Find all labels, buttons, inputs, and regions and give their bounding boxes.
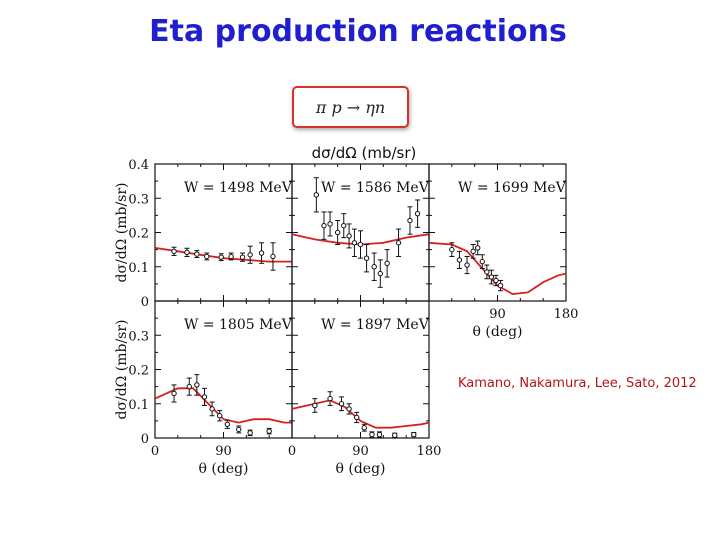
data-point [171,248,177,255]
data-point [201,394,208,400]
y-tick-label: 0 [141,295,149,310]
data-point [239,254,246,260]
panel-label-2: W = 1586 MeV [321,180,430,196]
data-point [475,245,481,251]
data-point [353,414,360,421]
panel-label-5: W = 1897 MeV [321,317,430,333]
data-point [321,222,327,229]
y-tick-label: 0.3 [128,192,149,207]
data-point [357,241,364,248]
panel-label-4: W = 1805 MeV [184,317,293,333]
data-point [384,260,390,267]
data-point [376,431,383,438]
data-point [209,406,215,412]
data-point [194,382,200,388]
panel-label-1: W = 1498 MeV [184,180,293,196]
x-tick-label: 180 [417,444,442,459]
data-point [395,240,402,246]
y-axis-title: dσ/dΩ (mb/sr) [114,319,130,419]
data-point [216,413,223,419]
data-point [334,229,341,236]
citation: Kamano, Nakamura, Lee, Sato, 2012 [458,376,697,391]
panel-label-3: W = 1699 MeV [458,180,567,196]
x-axis-title: θ (deg) [335,461,385,477]
data-point [327,221,333,227]
x-tick-label: 180 [554,307,579,322]
data-point [247,430,253,436]
data-point [258,250,265,256]
x-axis-title: θ (deg) [472,324,522,340]
data-point [407,217,413,224]
data-point [266,428,272,434]
model-curve-5 [291,399,430,429]
data-point [312,402,318,409]
data-point [228,253,234,260]
y-tick-label: 0.4 [128,158,149,173]
data-point [497,282,504,289]
data-point [194,251,200,257]
data-point [392,432,398,438]
data-point [361,425,368,431]
x-tick-label: 90 [489,307,506,322]
data-point [224,421,231,427]
data-point [313,192,320,198]
data-point [377,270,383,277]
y-tick-label: 0.2 [128,227,149,242]
data-point [351,240,358,246]
model-curve-4 [154,387,292,424]
data-point [456,257,463,263]
data-point [341,222,347,229]
y-tick-label: 0.2 [128,364,149,379]
units-label: dσ/dΩ (mb/sr) [312,144,417,162]
data-point [470,248,476,255]
slide-title: Eta production reactions [149,14,567,49]
data-point [414,210,421,217]
data-point [338,401,345,407]
data-point [411,431,417,438]
reaction-equation: π p → ηn [315,97,386,117]
data-point [204,253,210,260]
x-tick-label: 0 [288,444,296,459]
reaction-box: π p → ηn [292,86,409,128]
x-tick-label: 90 [352,444,369,459]
y-tick-label: 0.3 [128,329,149,344]
data-point [270,253,276,260]
data-point [247,252,253,258]
y-tick-label: 0.1 [128,261,149,276]
x-axis-title: θ (deg) [198,461,248,477]
data-point [488,274,495,280]
data-point [464,262,470,268]
data-point [363,255,370,261]
data-point [184,249,190,256]
data-point [449,246,455,253]
data-point [346,406,352,412]
data-point [484,269,490,275]
data-point [369,431,375,438]
data-point [493,277,499,284]
y-axis-title: dσ/dΩ (mb/sr) [114,182,130,282]
data-point [236,426,242,433]
data-point [171,390,177,397]
y-tick-label: 0.1 [128,398,149,413]
data-point [479,258,485,265]
data-point [218,254,224,260]
data-point [371,264,377,270]
y-tick-label: 0 [141,432,149,447]
data-point [186,383,192,390]
x-tick-label: 0 [151,444,159,459]
model-curve-3 [428,241,567,296]
data-point [346,233,352,239]
x-tick-label: 90 [215,444,232,459]
data-point [327,395,333,402]
